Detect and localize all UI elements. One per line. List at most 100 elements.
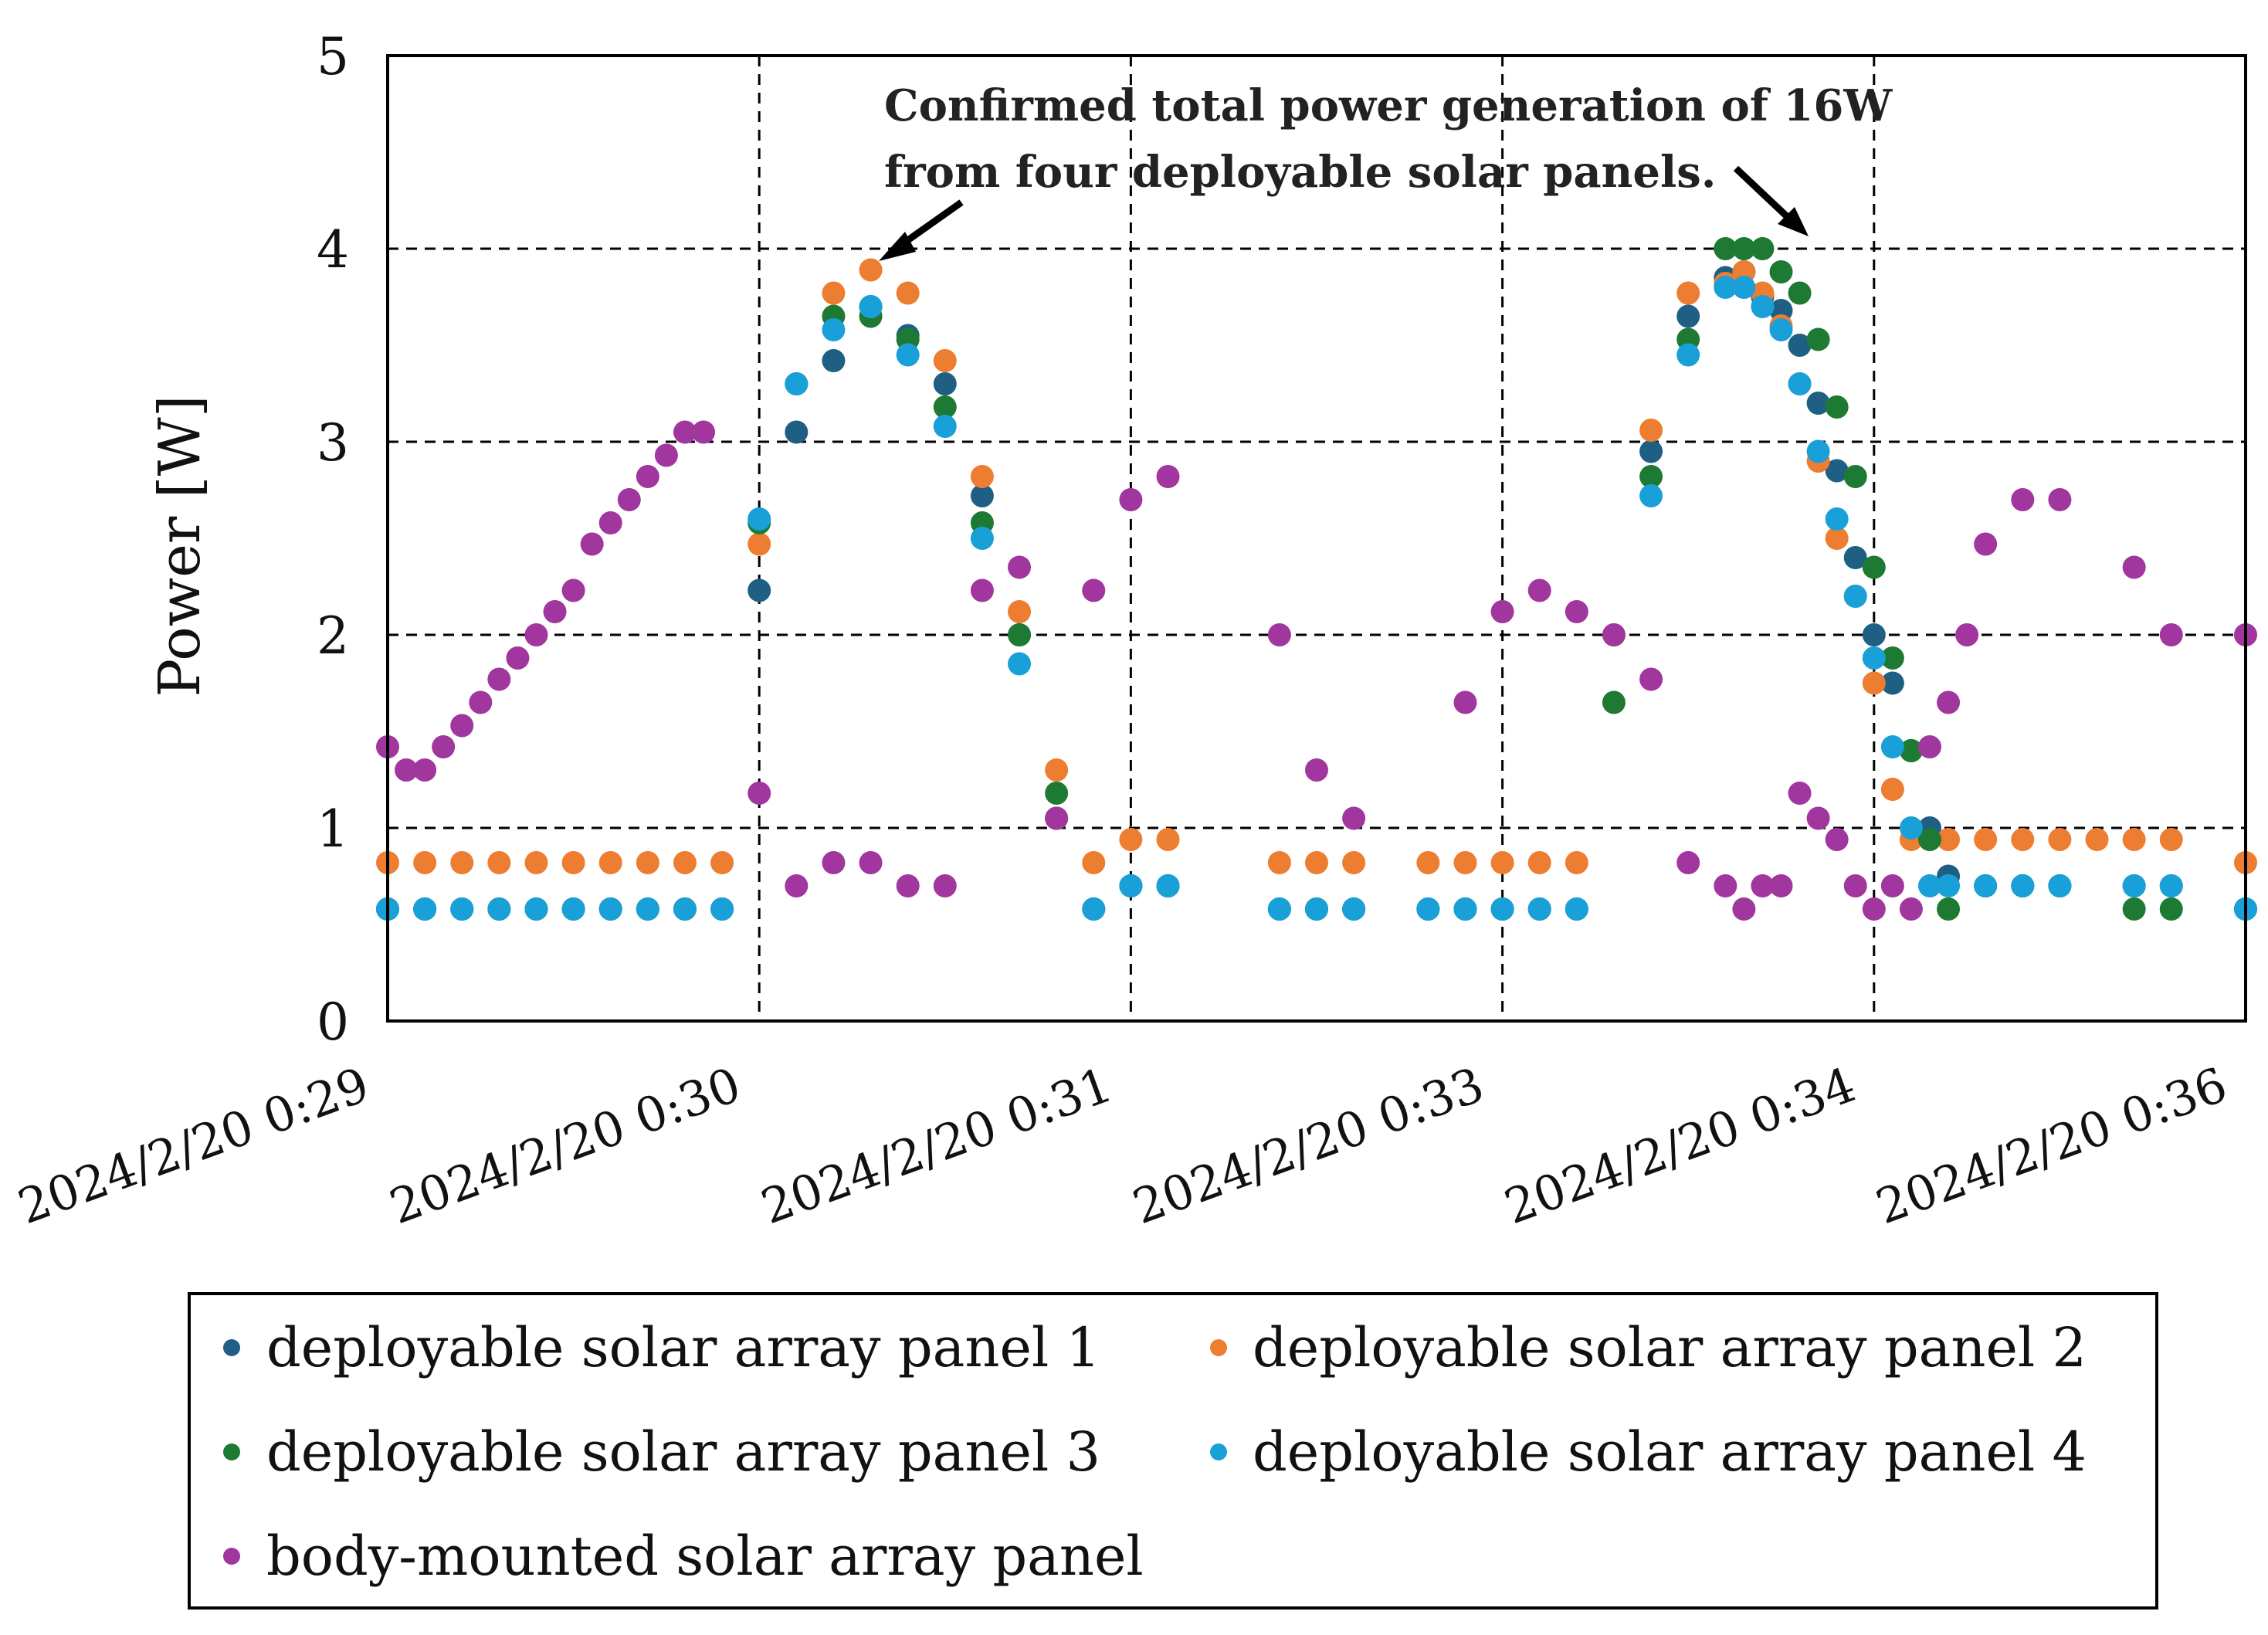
data-point bbox=[1732, 897, 1756, 921]
data-point bbox=[692, 420, 716, 444]
data-point bbox=[1008, 623, 1032, 646]
data-point bbox=[1156, 874, 1180, 897]
data-point bbox=[1825, 507, 1849, 531]
data-point bbox=[2122, 555, 2146, 579]
data-point bbox=[1639, 484, 1663, 507]
data-point bbox=[1342, 897, 1366, 921]
data-point bbox=[1806, 439, 1830, 463]
data-point bbox=[2122, 828, 2146, 851]
data-point bbox=[432, 735, 456, 758]
data-point bbox=[395, 758, 419, 782]
data-point bbox=[1843, 546, 1867, 569]
data-point bbox=[413, 897, 437, 921]
data-point bbox=[1008, 652, 1032, 676]
data-point bbox=[1676, 304, 1700, 328]
data-point bbox=[710, 897, 734, 921]
data-point bbox=[1565, 600, 1588, 623]
data-point bbox=[2122, 897, 2146, 921]
data-point bbox=[1045, 806, 1069, 830]
data-point bbox=[1119, 488, 1143, 511]
data-point bbox=[1862, 555, 1886, 579]
data-point bbox=[1974, 828, 1998, 851]
data-point bbox=[859, 258, 883, 282]
data-point bbox=[710, 851, 734, 874]
data-point bbox=[673, 851, 697, 874]
legend-label-panel-2: deployable solar array panel 2 bbox=[1253, 1316, 2087, 1379]
data-point bbox=[1806, 327, 1830, 351]
data-point bbox=[1156, 465, 1180, 488]
data-point bbox=[2159, 828, 2183, 851]
data-point bbox=[1082, 578, 1106, 602]
data-point bbox=[1788, 334, 1812, 357]
data-point bbox=[1732, 276, 1756, 299]
data-point bbox=[1267, 897, 1291, 921]
data-point bbox=[1862, 897, 1886, 921]
data-point bbox=[1937, 690, 1961, 714]
data-point bbox=[1453, 851, 1477, 874]
data-point bbox=[598, 851, 622, 874]
data-point bbox=[1825, 395, 1849, 419]
data-point bbox=[1527, 851, 1551, 874]
data-point bbox=[1305, 758, 1328, 782]
series-4 bbox=[376, 276, 2257, 921]
data-point bbox=[2011, 828, 2035, 851]
data-point bbox=[1843, 874, 1867, 897]
data-point bbox=[1769, 260, 1793, 283]
data-point bbox=[1769, 318, 1793, 341]
data-point bbox=[1267, 623, 1291, 646]
data-point bbox=[1156, 828, 1180, 851]
data-point bbox=[1751, 295, 1775, 318]
data-point bbox=[2048, 828, 2072, 851]
data-point bbox=[1008, 555, 1032, 579]
data-point bbox=[1937, 897, 1961, 921]
data-point bbox=[1490, 851, 1514, 874]
data-point bbox=[673, 420, 697, 444]
data-point bbox=[2159, 874, 2183, 897]
data-point bbox=[1453, 690, 1477, 714]
data-point bbox=[1806, 392, 1830, 415]
data-point bbox=[1937, 874, 1961, 897]
data-point bbox=[2122, 874, 2146, 897]
data-point bbox=[1490, 897, 1514, 921]
data-point bbox=[450, 851, 474, 874]
data-point bbox=[970, 527, 994, 550]
legend-label-panel-4: deployable solar array panel 4 bbox=[1253, 1420, 2087, 1484]
data-point bbox=[1639, 439, 1663, 463]
data-point bbox=[1917, 874, 1941, 897]
data-point bbox=[1825, 527, 1849, 550]
data-point bbox=[859, 851, 883, 874]
data-point bbox=[1639, 419, 1663, 442]
data-point bbox=[1880, 671, 1904, 695]
legend-label-panel-1: deployable solar array panel 1 bbox=[266, 1316, 1100, 1379]
data-point bbox=[450, 714, 474, 738]
data-point bbox=[1732, 237, 1756, 260]
data-point bbox=[1899, 897, 1923, 921]
y-tick-label: 0 bbox=[317, 992, 349, 1052]
data-point bbox=[748, 507, 771, 531]
legend-marker-body-mounted bbox=[223, 1548, 240, 1565]
data-point bbox=[469, 690, 493, 714]
data-point bbox=[1917, 735, 1941, 758]
data-point bbox=[785, 372, 809, 395]
data-point bbox=[2048, 488, 2072, 511]
legend-frame bbox=[188, 1292, 2158, 1610]
data-point bbox=[1527, 897, 1551, 921]
data-point bbox=[1676, 281, 1700, 305]
data-point bbox=[487, 667, 511, 691]
data-point bbox=[598, 511, 622, 534]
data-point bbox=[1899, 739, 1923, 762]
annotation-arrow-right bbox=[1733, 165, 1793, 222]
data-point bbox=[1788, 281, 1812, 305]
data-point bbox=[1825, 828, 1849, 851]
data-point bbox=[1714, 276, 1737, 299]
data-point bbox=[1974, 532, 1998, 556]
data-point bbox=[1305, 851, 1328, 874]
data-point bbox=[1416, 897, 1440, 921]
data-point bbox=[543, 600, 567, 623]
data-point bbox=[1880, 735, 1904, 758]
data-point bbox=[896, 874, 920, 897]
data-point bbox=[933, 372, 957, 395]
data-point bbox=[970, 465, 994, 488]
